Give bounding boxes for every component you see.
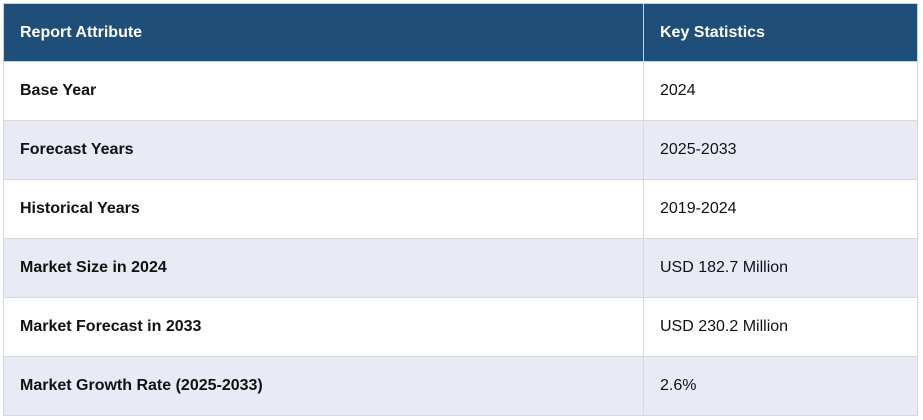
attribute-cell: Base Year [3,61,644,121]
statistic-cell: 2019-2024 [643,179,918,239]
attribute-cell: Market Forecast in 2033 [3,297,644,357]
statistic-cell: 2024 [643,61,918,121]
report-table: Report Attribute Key Statistics Base Yea… [3,3,918,416]
header-cell: Report Attribute [3,3,644,62]
attribute-cell: Historical Years [3,179,644,239]
header-row: Report Attribute Key Statistics [3,3,918,62]
statistic-cell: USD 230.2 Million [643,297,918,357]
table-body: Base Year 2024 Forecast Years 2025-2033 Hist… [3,61,918,416]
attribute-cell: Forecast Years [3,120,644,180]
table-row: Market Forecast in 2033 USD 230.2 Million [3,297,918,357]
header-cell: Key Statistics [643,3,918,62]
table-row: Forecast Years 2025-2033 [3,120,918,180]
attribute-cell: Market Size in 2024 [3,238,644,298]
attribute-cell: Market Growth Rate (2025-2033) [3,356,644,416]
statistic-cell: USD 182.7 Million [643,238,918,298]
statistic-cell: 2025-2033 [643,120,918,180]
table-row: Market Size in 2024 USD 182.7 Million [3,238,918,298]
table-row: Historical Years 2019-2024 [3,179,918,239]
statistic-cell: 2.6% [643,356,918,416]
table-row: Market Growth Rate (2025-2033) 2.6% [3,356,918,416]
table-row: Base Year 2024 [3,61,918,121]
